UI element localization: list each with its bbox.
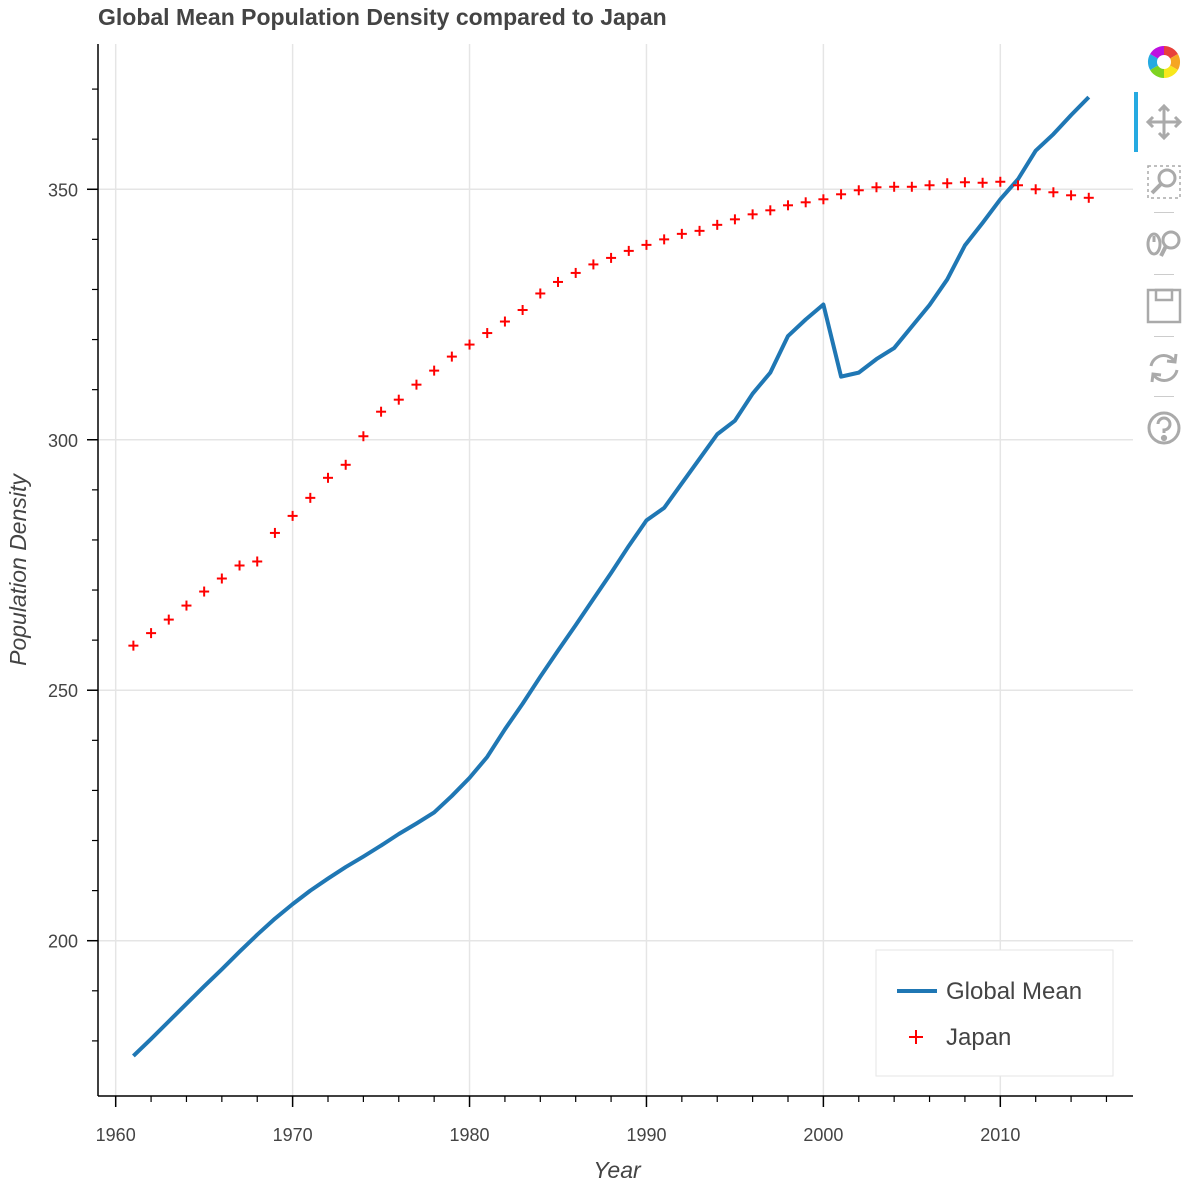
box-zoom-icon[interactable]	[1142, 160, 1186, 204]
japan-point	[588, 259, 599, 270]
japan-point	[1066, 190, 1077, 201]
japan-point	[181, 600, 192, 611]
japan-point	[358, 431, 369, 442]
reset-icon[interactable]	[1142, 346, 1186, 390]
japan-point	[659, 234, 670, 245]
japan-point	[606, 252, 617, 263]
japan-point	[729, 214, 740, 225]
y-tick-label: 200	[48, 932, 78, 952]
y-axis-title: Population Density	[5, 473, 31, 666]
logo-icon[interactable]	[1142, 40, 1186, 84]
japan-point	[411, 379, 422, 390]
japan-point	[216, 573, 227, 584]
y-tick-label: 250	[48, 681, 78, 701]
wheel-zoom-icon[interactable]	[1142, 222, 1186, 266]
japan-point	[924, 180, 935, 191]
japan-point	[287, 510, 298, 521]
help-icon[interactable]	[1142, 406, 1186, 450]
x-tick-label: 2000	[803, 1125, 843, 1145]
series-layer	[128, 95, 1094, 1058]
x-tick-label: 1980	[450, 1125, 490, 1145]
japan-point	[1013, 180, 1023, 191]
japan-point	[464, 339, 475, 350]
japan-point	[747, 209, 758, 220]
legend-swatch-japan	[909, 1030, 923, 1044]
japan-point	[836, 189, 847, 200]
x-tick-label: 1990	[626, 1125, 666, 1145]
japan-point	[712, 219, 723, 230]
japan-point	[376, 406, 387, 417]
japan-point	[252, 556, 263, 567]
japan-point	[517, 305, 528, 316]
axes	[97, 44, 1133, 1097]
global-mean-line	[131, 95, 1091, 1058]
japan-point	[818, 194, 829, 205]
japan-point	[853, 185, 864, 196]
plot-area[interactable]: 1960 1970 1980 1990 2000 2010 200 250 300 350 Ye…	[0, 0, 1134, 1188]
pan-icon[interactable]	[1142, 100, 1186, 144]
legend-label-japan: Japan	[946, 1024, 1011, 1051]
japan-point	[783, 200, 793, 211]
japan-point	[570, 267, 581, 278]
japan-point	[128, 640, 139, 651]
x-axis-title: Year	[593, 1157, 642, 1183]
japan-point	[906, 181, 917, 192]
japan-point	[942, 178, 953, 189]
grid-lines	[98, 44, 1133, 1096]
y-tick-label: 350	[48, 180, 78, 200]
save-icon[interactable]	[1142, 284, 1186, 328]
legend-label-global-mean: Global Mean	[946, 978, 1082, 1005]
japan-point	[340, 459, 351, 470]
japan-point	[800, 197, 811, 208]
japan-point	[1083, 192, 1094, 203]
legend-box	[875, 949, 1114, 1077]
japan-point	[641, 239, 652, 250]
japan-point	[269, 527, 280, 538]
japan-point	[1030, 184, 1041, 195]
japan-point	[889, 181, 900, 192]
japan-point	[429, 365, 440, 376]
japan-point	[146, 628, 157, 639]
toolbar-separator	[1154, 336, 1174, 337]
toolbar-separator	[1154, 274, 1174, 275]
japan-point	[676, 228, 687, 239]
legend: Global Mean Japan	[875, 949, 1114, 1077]
x-tick-label: 2010	[980, 1125, 1020, 1145]
japan-point	[553, 276, 563, 287]
japan-point	[623, 245, 634, 256]
chart-title: Global Mean Population Density compared …	[98, 4, 667, 30]
japan-point	[977, 177, 988, 188]
japan-point	[482, 328, 493, 339]
japan-point	[959, 177, 970, 188]
japan-point	[305, 492, 316, 503]
y-axis-ticks: 200 250 300 350	[48, 88, 98, 1042]
japan-point	[199, 586, 210, 597]
japan-point	[234, 560, 245, 571]
toolbar	[1134, 36, 1192, 466]
japan-point	[393, 394, 404, 405]
japan-point	[871, 182, 882, 193]
japan-point	[163, 614, 174, 625]
y-tick-label: 300	[48, 431, 78, 451]
japan-point	[765, 205, 776, 216]
toolbar-separator	[1154, 396, 1174, 397]
x-tick-label: 1970	[273, 1125, 313, 1145]
x-tick-label: 1960	[96, 1125, 136, 1145]
x-axis-ticks: 1960 1970 1980 1990 2000 2010	[96, 1096, 1108, 1145]
japan-point	[995, 176, 1006, 187]
japan-point	[1048, 187, 1059, 198]
japan-point	[446, 351, 457, 362]
active-tool-indicator	[1134, 92, 1138, 152]
japan-point	[694, 225, 705, 236]
japan-point	[535, 288, 546, 299]
japan-point	[499, 316, 510, 327]
toolbar-separator	[1154, 212, 1174, 213]
japan-point	[323, 472, 333, 483]
